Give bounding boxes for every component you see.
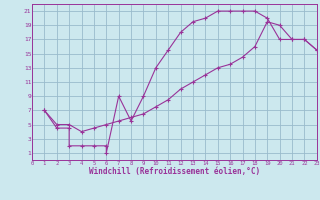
X-axis label: Windchill (Refroidissement éolien,°C): Windchill (Refroidissement éolien,°C): [89, 167, 260, 176]
